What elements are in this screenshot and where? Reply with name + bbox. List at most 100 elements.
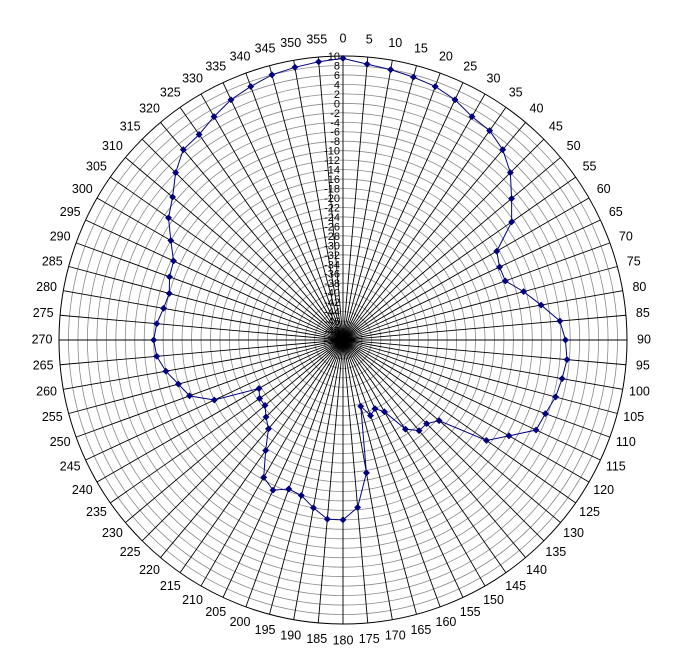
angle-tick-label: 310 (102, 139, 123, 153)
grid-spoke (125, 157, 344, 341)
angle-tick-label: 135 (545, 545, 566, 559)
data-point-marker (256, 394, 264, 402)
grid-spoke (200, 93, 344, 341)
data-point-marker (255, 384, 263, 393)
angle-tick-label: 30 (487, 72, 501, 86)
grid-spoke (179, 107, 344, 341)
series-line (153, 57, 568, 521)
data-point-marker (537, 301, 545, 309)
data-point-marker (468, 113, 476, 121)
angle-tick-label: 15 (414, 42, 428, 56)
data-point-marker (315, 58, 323, 66)
data-point-marker (227, 96, 235, 104)
radial-tick-label: -48 (324, 326, 340, 338)
angle-tick-label: 285 (42, 254, 63, 268)
data-point-marker (269, 486, 277, 494)
angle-tick-label: 80 (632, 280, 646, 294)
data-point-marker (558, 375, 566, 383)
angle-tick-label: 225 (120, 545, 141, 559)
radial-tick-label: -32 (324, 250, 340, 262)
grid-spoke (85, 219, 344, 341)
radial-tick-label: 10 (328, 51, 340, 63)
angle-tick-label: 215 (160, 579, 181, 593)
angle-tick-label: 140 (526, 563, 547, 577)
grid-spoke (342, 219, 601, 341)
grid-spoke (245, 72, 344, 341)
angle-tick-label: 335 (205, 59, 226, 73)
angle-tick-label: 150 (483, 593, 504, 607)
data-point-marker (431, 82, 439, 91)
angle-tick-label: 245 (60, 460, 81, 474)
angle-tick-label: 20 (439, 49, 453, 63)
data-point-marker (482, 436, 491, 445)
angle-tick-label: 90 (637, 332, 651, 346)
data-point-marker (169, 193, 177, 201)
angle-tick-label: 345 (255, 42, 276, 56)
angle-tick-label: 265 (33, 359, 54, 373)
data-point-marker (309, 504, 317, 512)
data-point-marker (261, 401, 269, 409)
angle-tick-label: 180 (333, 633, 354, 647)
data-point-marker (508, 218, 516, 226)
data-point-marker (247, 82, 255, 91)
data-point-marker (362, 469, 370, 477)
angle-tick-label: 320 (139, 102, 160, 116)
radial-tick-label: 2 (334, 89, 340, 101)
data-point-marker (505, 432, 513, 440)
angle-tick-label: 210 (182, 593, 203, 607)
grid-spoke (68, 266, 344, 341)
data-point-marker (556, 317, 564, 325)
radial-tick-label: -50 (324, 335, 340, 347)
data-point-marker (520, 288, 528, 296)
angle-tick-label: 165 (410, 623, 431, 637)
grid-spoke (342, 339, 576, 504)
grid-spoke (342, 197, 590, 341)
grid-spoke (222, 339, 344, 598)
radial-tick-label: 6 (334, 70, 340, 82)
angle-tick-label: 260 (36, 385, 57, 399)
angle-tick-label: 300 (72, 182, 93, 196)
angle-tick-label: 65 (609, 205, 623, 219)
grid-spoke (342, 339, 545, 542)
angle-tick-label: 110 (616, 435, 636, 449)
data-point-marker (451, 96, 459, 104)
grid-spoke (342, 60, 393, 341)
angle-tick-label: 205 (205, 605, 226, 619)
grid-spoke (342, 339, 417, 615)
radial-tick-label: -2 (330, 108, 340, 120)
radial-tick-label: -34 (324, 259, 340, 271)
angle-tick-label: 305 (86, 160, 107, 174)
angle-tick-label: 70 (619, 229, 633, 243)
data-point-marker (210, 113, 218, 121)
angle-tick-label: 315 (120, 119, 141, 133)
angle-tick-label: 5 (366, 32, 373, 46)
data-point-marker (339, 54, 347, 62)
grid-spoke (293, 339, 344, 620)
angle-tick-label: 185 (306, 632, 327, 646)
grid-spoke (342, 339, 590, 483)
grid-spoke (342, 72, 441, 341)
data-point-marker (563, 356, 571, 364)
grid-spoke (110, 176, 344, 341)
data-point-marker (167, 237, 175, 245)
grid-spoke (75, 339, 344, 438)
grid-spoke (179, 339, 344, 573)
grid-spoke (60, 314, 344, 341)
data-point-marker (153, 320, 161, 328)
angle-tick-label: 340 (230, 49, 251, 63)
angle-tick-label: 145 (505, 579, 526, 593)
radial-tick-label: -6 (330, 127, 340, 139)
angle-tick-label: 120 (593, 483, 614, 497)
grid-spoke (342, 157, 561, 341)
data-point-marker (506, 169, 514, 177)
radial-tick-label: -20 (324, 193, 340, 205)
radial-tick-label: -28 (324, 231, 340, 243)
data-point-marker (291, 63, 299, 71)
grid-spoke (141, 339, 344, 542)
data-point-marker (210, 396, 218, 404)
angle-tick-label: 125 (579, 505, 600, 519)
grid-spoke (342, 339, 526, 558)
data-point-marker (297, 491, 305, 500)
grid-spoke (342, 122, 526, 341)
